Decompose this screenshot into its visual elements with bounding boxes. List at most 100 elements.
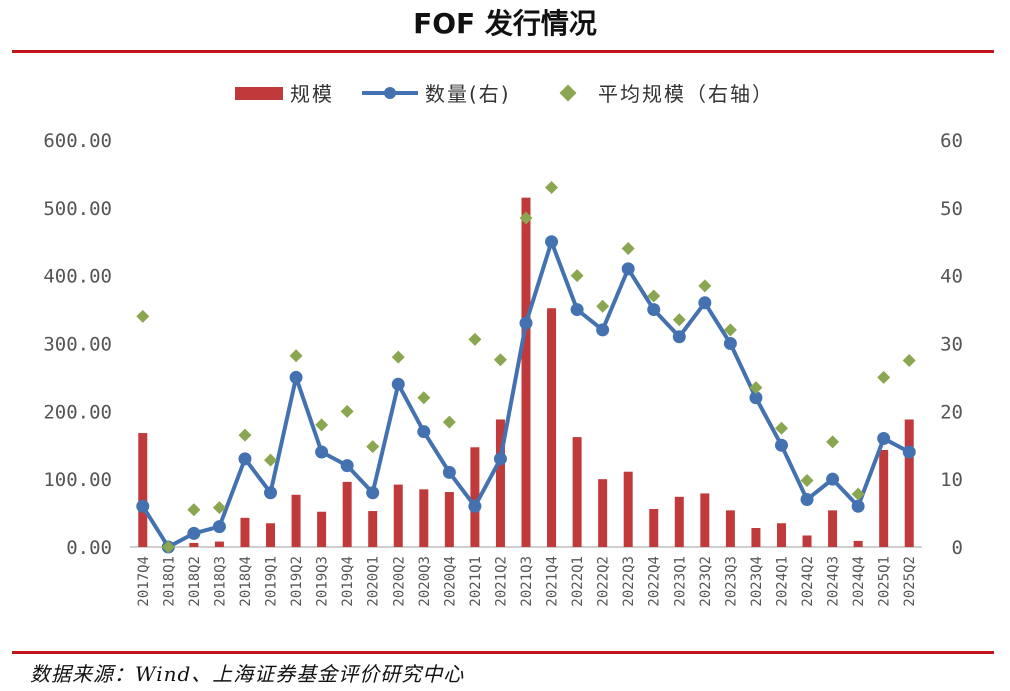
legend-swatch-bar: [235, 87, 283, 100]
diamond-point: [187, 503, 201, 517]
line-point: [340, 459, 354, 473]
x-tick-label: 2020Q1: [366, 556, 382, 607]
diamond-point: [672, 313, 686, 327]
diamond-point: [468, 332, 482, 346]
line-point: [264, 486, 278, 500]
bar: [521, 197, 531, 548]
diamond-point: [800, 474, 814, 488]
diamond-point: [417, 391, 431, 405]
diamond-point: [647, 289, 661, 303]
x-tick-label: 2019Q4: [340, 556, 356, 607]
diamond-point: [212, 501, 226, 515]
line-point: [238, 452, 252, 466]
diamond-point: [749, 381, 763, 395]
diamond-series: [136, 180, 916, 554]
x-tick-label: 2018Q3: [212, 556, 228, 607]
x-tick-label: 2022Q1: [570, 556, 586, 607]
chart-canvas: 规模 数量(右) 平均规模（右轴） 0.00 100.00 200.00 300.00…: [43, 82, 963, 607]
diamond-point: [264, 453, 278, 467]
line-point: [187, 526, 201, 540]
y-left-tick-label: 200.00: [43, 401, 112, 423]
bar: [547, 308, 557, 547]
x-tick-label: 2024Q2: [800, 556, 816, 607]
y-left-tick-label: 400.00: [43, 266, 112, 288]
x-tick-label: 2022Q2: [596, 556, 612, 607]
bar: [904, 419, 914, 547]
x-tick-label: 2024Q4: [851, 556, 867, 607]
bar: [342, 481, 352, 547]
diamond-point: [877, 370, 891, 384]
bar: [291, 494, 301, 547]
bar: [240, 517, 250, 547]
diamond-point: [442, 415, 456, 429]
line-point: [366, 486, 380, 500]
diamond-point: [826, 435, 840, 449]
x-tick-label: 2022Q4: [647, 556, 663, 607]
x-tick-label: 2024Q1: [774, 556, 790, 607]
bottom-rule: [12, 651, 994, 654]
line-point: [774, 438, 788, 452]
line-point: [417, 425, 431, 439]
y-right-tick-label: 40: [940, 266, 963, 288]
bar-series: [138, 197, 914, 548]
diamond-point: [161, 540, 175, 554]
legend-swatch-diamond: [559, 84, 577, 102]
bar: [751, 528, 761, 547]
diamond-point: [315, 418, 329, 432]
legend: 规模 数量(右) 平均规模（右轴）: [235, 82, 772, 106]
bar: [317, 511, 327, 547]
line-point: [468, 499, 482, 513]
axes: 0.00 100.00 200.00 300.00 400.00 500.00 600.00…: [43, 130, 963, 607]
x-tick-label: 2023Q1: [672, 556, 688, 607]
y-right-tick-label: 60: [940, 130, 963, 152]
diamond-point: [570, 269, 584, 283]
x-tick-label: 2023Q3: [723, 556, 739, 607]
diamond-point: [621, 242, 635, 256]
bar: [368, 511, 378, 547]
source-note: 数据来源：Wind、上海证券基金评价研究中心: [30, 662, 465, 686]
x-tick-label: 2020Q4: [442, 556, 458, 607]
line-point: [723, 337, 737, 350]
bar: [138, 433, 148, 547]
line-point: [442, 465, 456, 479]
top-rule: [12, 50, 994, 53]
line-point: [647, 303, 661, 317]
x-tick-label: 2024Q3: [826, 556, 842, 607]
bar: [444, 492, 454, 547]
x-tick-label: 2021Q1: [468, 556, 484, 607]
line-point: [826, 472, 840, 486]
line-point: [315, 445, 329, 459]
y-left-tick-label: 100.00: [43, 469, 112, 491]
diamond-point: [519, 211, 533, 225]
legend-label-bar: 规模: [290, 82, 334, 106]
x-tick-label: 2020Q3: [417, 556, 433, 607]
x-tick-label: 2025Q1: [877, 556, 893, 607]
bar: [495, 419, 505, 547]
y-left-tick-label: 300.00: [43, 334, 112, 356]
x-tick-label: 2025Q2: [902, 556, 918, 607]
bar: [470, 447, 480, 547]
x-tick-label: 2020Q2: [391, 556, 407, 607]
y-right-tick-label: 30: [940, 334, 963, 356]
line-point: [851, 499, 865, 513]
diamond-point: [545, 180, 559, 194]
diamond-point: [136, 309, 150, 323]
bar: [802, 535, 812, 547]
bar: [393, 484, 403, 547]
line-point: [698, 296, 712, 310]
line-point: [877, 431, 891, 445]
bar: [879, 449, 889, 547]
y-right-tick-label: 0: [952, 537, 963, 559]
diamond-point: [596, 299, 610, 313]
x-tick-label: 2018Q2: [187, 556, 203, 607]
line-point: [621, 262, 635, 276]
diamond-point: [340, 404, 354, 418]
diamond-point: [723, 323, 737, 337]
line-point: [545, 235, 559, 249]
bar: [776, 523, 786, 547]
x-tick-label: 2018Q1: [161, 556, 177, 607]
line-point: [493, 452, 507, 466]
y-left-tick-label: 500.00: [43, 198, 112, 220]
x-tick-label: 2021Q4: [545, 556, 561, 607]
